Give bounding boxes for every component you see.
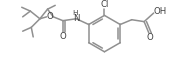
Text: O: O (46, 12, 53, 21)
Text: Cl: Cl (100, 0, 109, 9)
Text: OH: OH (154, 7, 167, 16)
Text: O: O (147, 33, 153, 42)
Text: O: O (60, 32, 66, 41)
Text: N: N (73, 14, 80, 23)
Text: H: H (73, 10, 78, 16)
